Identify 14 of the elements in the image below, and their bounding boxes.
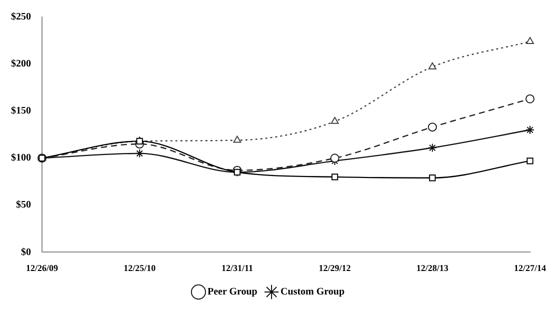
legend-label: Peer Group — [207, 286, 258, 298]
y-tick-label: $0 — [21, 246, 31, 258]
x-tick-label: 12/26/09 — [26, 262, 58, 273]
y-tick-label: $100 — [11, 152, 31, 164]
x-tick-label: 12/31/11 — [221, 262, 254, 273]
y-tick-label: $50 — [16, 200, 31, 211]
x-tick-label: 12/25/10 — [124, 262, 156, 273]
y-tick-label: $250 — [11, 12, 31, 23]
x-tick-label: 12/29/12 — [318, 262, 352, 273]
x-tick-label: 12/28/13 — [416, 262, 449, 273]
x-tick-label: 12/27/14 — [514, 262, 546, 273]
legend-label: Custom Group — [280, 286, 345, 298]
y-tick-label: $150 — [11, 106, 31, 117]
y-tick-label: $200 — [11, 58, 31, 70]
